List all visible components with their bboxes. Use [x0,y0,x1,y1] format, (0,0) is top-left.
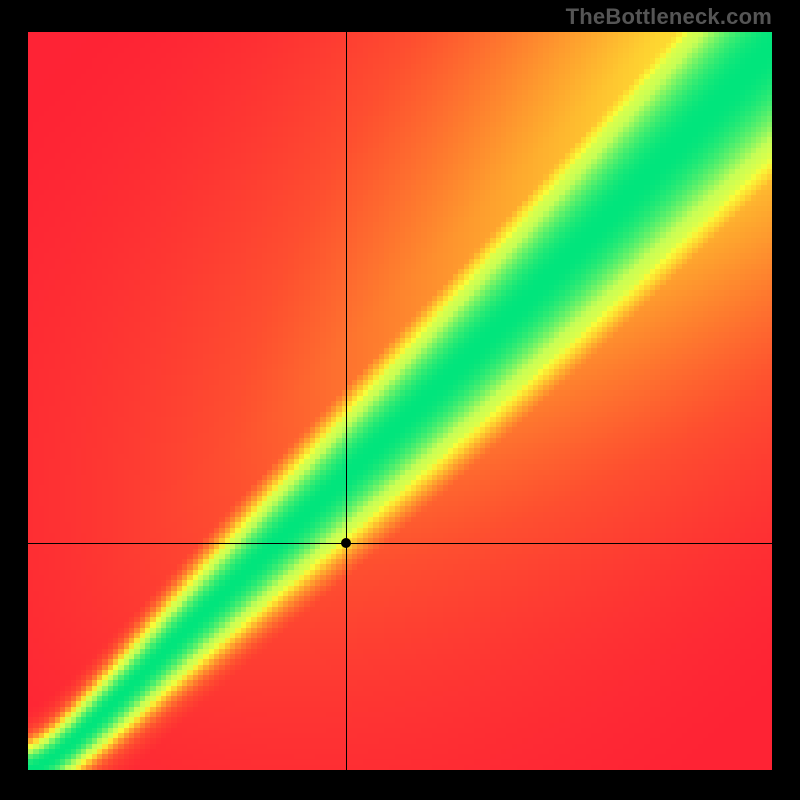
page-root: TheBottleneck.com [0,0,800,800]
heatmap-canvas [28,32,772,770]
attribution-text: TheBottleneck.com [566,4,772,30]
crosshair-horizontal-line [28,543,772,544]
plot-area [28,32,772,770]
crosshair-vertical-line [346,32,347,770]
